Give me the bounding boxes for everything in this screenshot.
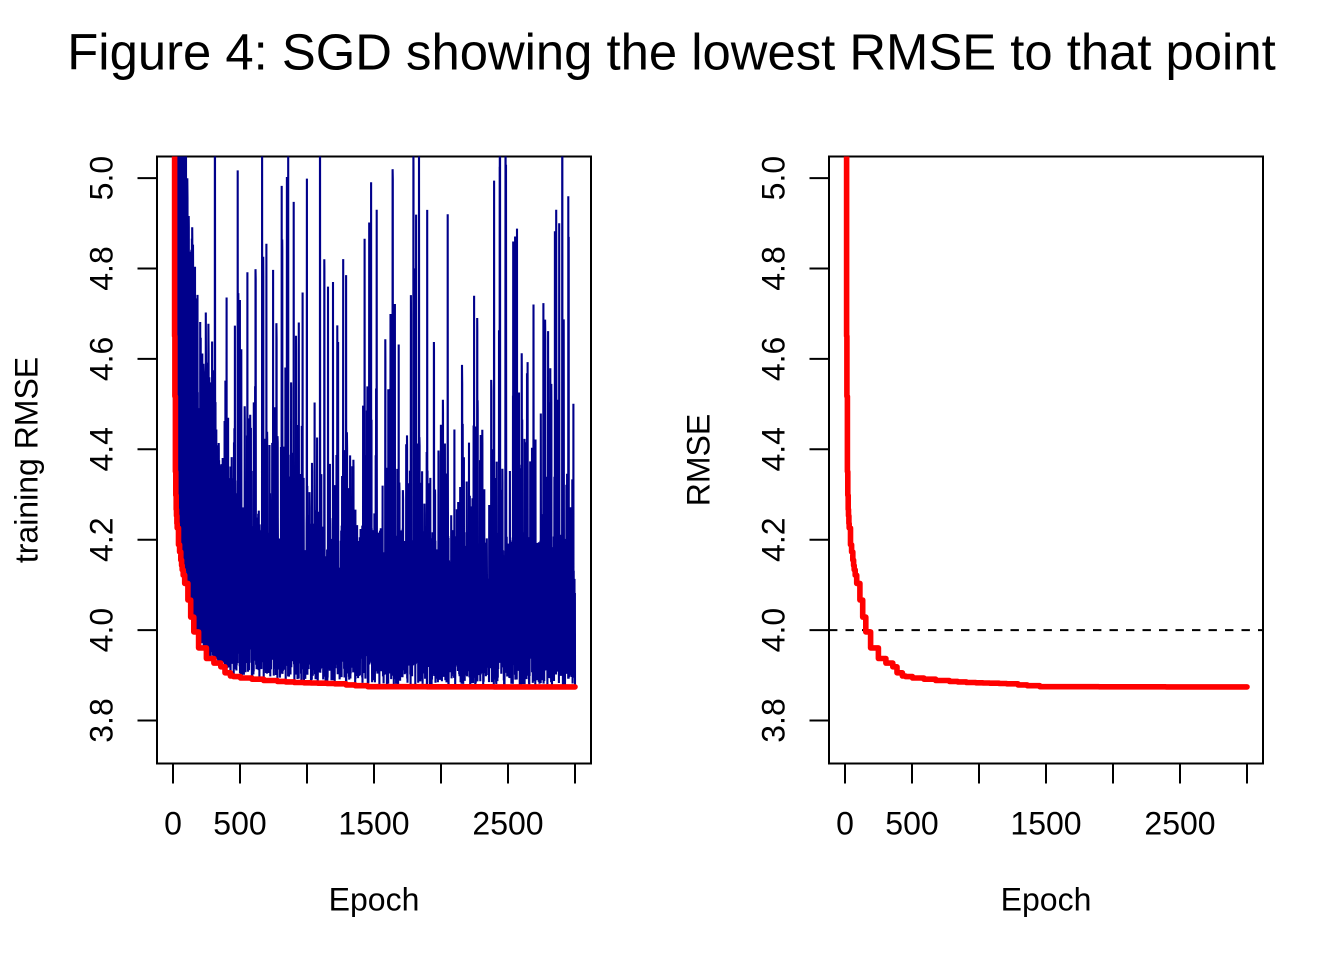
svg-text:4.0: 4.0 (755, 608, 791, 652)
svg-text:5.0: 5.0 (755, 156, 791, 200)
svg-text:500: 500 (885, 806, 938, 842)
svg-text:4.4: 4.4 (83, 427, 119, 471)
svg-text:2500: 2500 (472, 806, 543, 842)
svg-text:RMSE: RMSE (681, 414, 717, 506)
svg-text:0: 0 (164, 806, 182, 842)
svg-text:3.8: 3.8 (83, 698, 119, 742)
svg-text:4.6: 4.6 (83, 337, 119, 381)
svg-text:2500: 2500 (1144, 806, 1215, 842)
svg-text:Figure 4: SGD showing the lowe: Figure 4: SGD showing the lowest RMSE to… (67, 24, 1275, 81)
svg-text:4.4: 4.4 (755, 427, 791, 471)
svg-text:500: 500 (213, 806, 266, 842)
svg-text:4.6: 4.6 (755, 337, 791, 381)
svg-text:Epoch: Epoch (1001, 882, 1092, 918)
svg-text:4.8: 4.8 (83, 246, 119, 290)
svg-text:4.2: 4.2 (83, 517, 119, 561)
svg-text:1500: 1500 (338, 806, 409, 842)
svg-text:Epoch: Epoch (329, 882, 420, 918)
svg-text:0: 0 (836, 806, 854, 842)
svg-text:1500: 1500 (1010, 806, 1081, 842)
svg-text:4.2: 4.2 (755, 517, 791, 561)
svg-text:4.8: 4.8 (755, 246, 791, 290)
svg-text:3.8: 3.8 (755, 698, 791, 742)
svg-text:4.0: 4.0 (83, 608, 119, 652)
svg-text:training RMSE: training RMSE (9, 357, 45, 563)
svg-text:5.0: 5.0 (83, 156, 119, 200)
